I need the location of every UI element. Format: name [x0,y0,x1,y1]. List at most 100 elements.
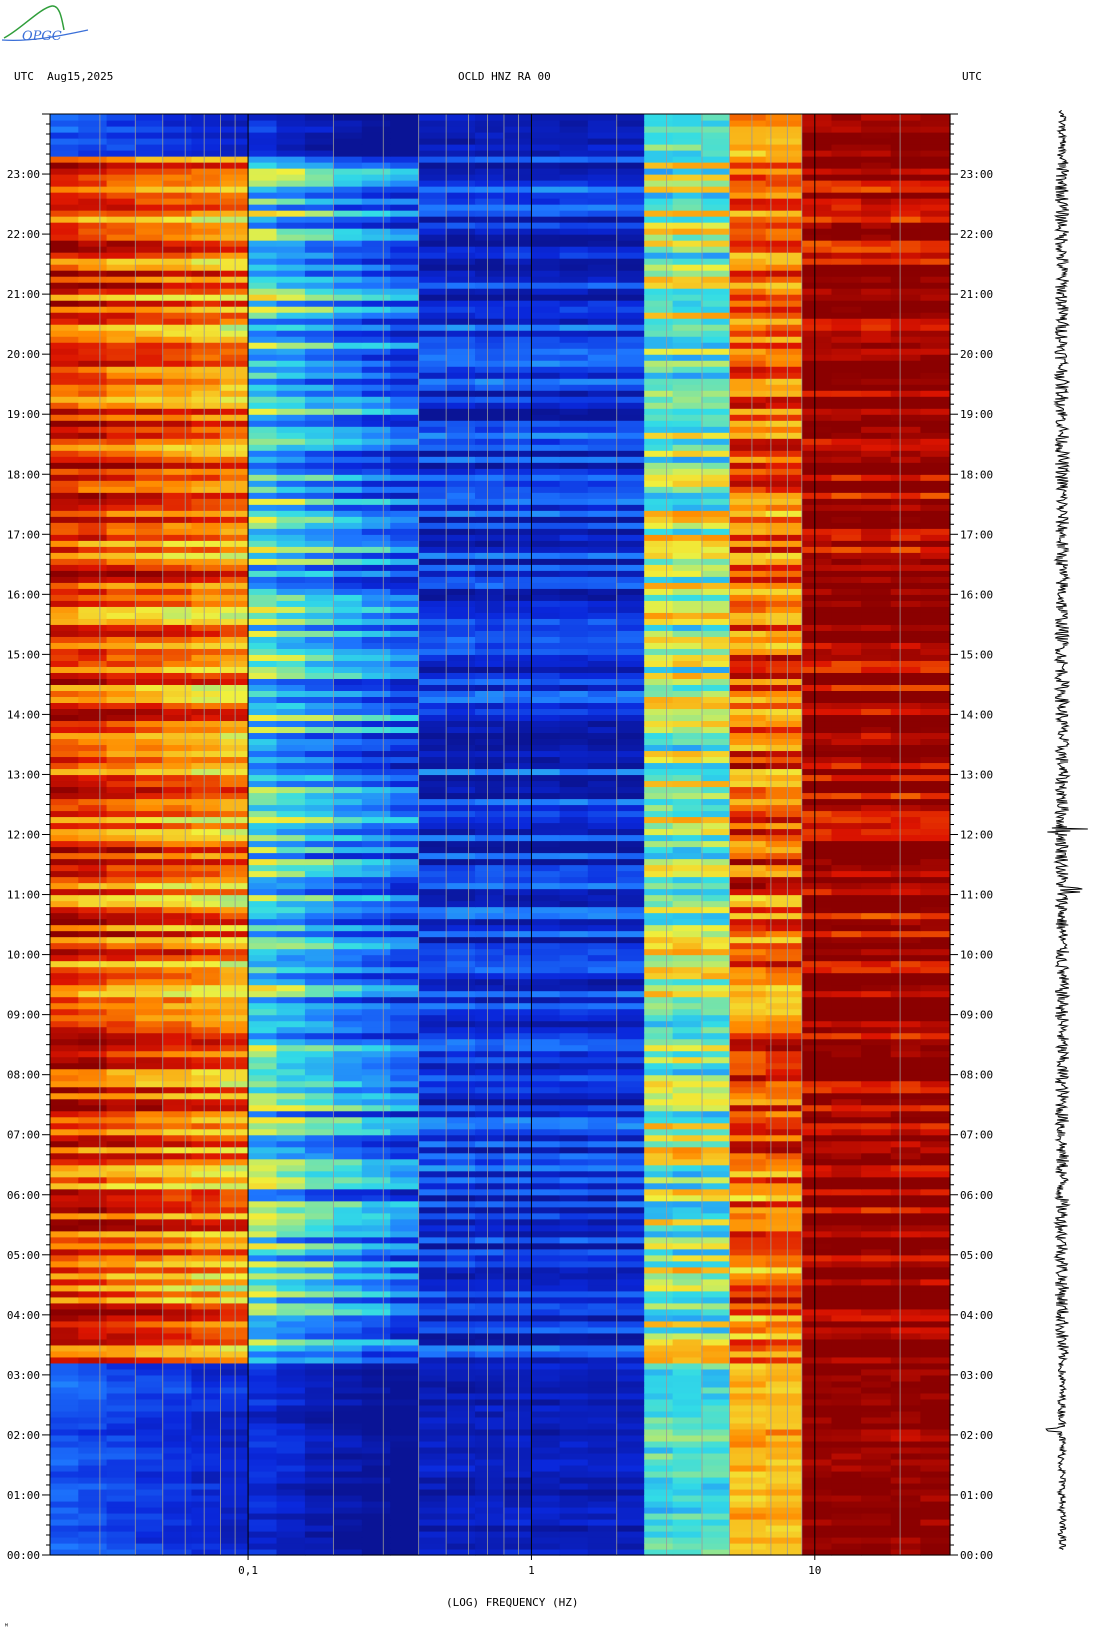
spectrogram-cell [559,306,589,313]
spectrogram-cell [361,1392,391,1400]
spectrogram-cell [134,726,164,734]
spectrogram-cell [446,564,476,571]
tz-left: UTC [14,70,34,83]
spectrogram-cell [304,1482,334,1490]
spectrogram-cell [446,996,476,1004]
spectrogram-cell [219,426,249,433]
spectrogram-cell [78,1458,108,1466]
spectrogram-cell [475,1026,504,1034]
spectrogram-cell [50,180,79,187]
spectrogram-cell [304,1416,334,1424]
spectrogram-cell [446,1530,476,1538]
spectrogram-cell [106,1404,136,1412]
spectrogram-cell [503,624,533,631]
spectrogram-cell [276,390,306,397]
spectrogram-cell [418,336,448,343]
spectrogram-cell [418,1398,448,1406]
spectrogram-cell [616,264,645,271]
spectrogram-cell [78,1236,108,1244]
spectrogram-cell [78,444,108,451]
spectrogram-cell [390,1170,420,1178]
spectrogram-cell [248,1044,278,1052]
spectrogram-cell [446,882,476,890]
spectrogram-cell [390,348,420,355]
spectrogram-cell [78,1476,108,1484]
spectrogram-cell [559,1032,589,1040]
spectrogram-cell [219,606,249,613]
spectrogram-cell [390,978,420,986]
spectrogram-cell [219,1536,249,1544]
spectrogram-cell [531,1260,561,1268]
spectrogram-cell [134,768,164,776]
spectrogram-cell [446,1398,476,1406]
spectrogram-cell [333,1482,363,1490]
spectrogram-cell [446,990,476,998]
spectrogram-cell [276,258,306,265]
spectrogram-cell [475,492,504,499]
spectrogram-cell [418,1518,448,1526]
spectrogram-cell [191,1050,221,1058]
spectrogram-cell [559,888,589,896]
spectrogram-cell [219,756,249,764]
spectrogram-cell [475,474,504,481]
spectrogram-cell [390,888,420,896]
spectrogram-cell [475,558,504,565]
spectrogram-cell [50,318,79,325]
spectrogram-cell [418,486,448,493]
spectrogram-cell [503,300,533,307]
spectrogram-cell [248,918,278,926]
spectrogram-cell [304,156,334,163]
spectrogram-cell [134,738,164,746]
spectrogram-cell [333,582,363,589]
spectrogram-cell [106,480,136,487]
station-title: OCLD HNZ RA 00 [458,70,551,83]
spectrogram-cell [106,876,136,884]
spectrogram-cell [304,1254,334,1262]
spectrogram-cell [390,312,420,319]
spectrogram-cell [587,330,617,337]
spectrogram-cell [78,834,108,842]
spectrogram-cell [475,1410,504,1418]
spectrogram-cell [304,1494,334,1502]
spectrogram-cell [531,1398,561,1406]
spectrogram-cell [304,186,334,193]
spectrogram-cell [418,258,448,265]
spectrogram-cell [503,504,533,511]
spectrogram-cell [616,1224,645,1232]
spectrogram-cell [106,840,136,848]
spectrogram-cell [559,1308,589,1316]
spectrogram-cell [531,246,561,253]
spectrogram-cell [134,342,164,349]
spectrogram-cell [587,498,617,505]
spectrogram-cell [531,1080,561,1088]
spectrogram-cell [219,792,249,800]
spectrogram-cell [248,1056,278,1064]
spectrogram-cell [390,408,420,415]
spectrogram-cell [361,768,391,776]
spectrogram-cell [616,516,645,523]
spectrogram-cell [390,264,420,271]
spectrogram-cell [418,1248,448,1256]
spectrogram-cell [418,960,448,968]
spectrogram-cell [559,810,589,818]
spectrogram-cell [616,384,645,391]
spectrogram-cell [361,636,391,643]
spectrogram-cell [531,504,561,511]
spectrogram-cell [248,456,278,463]
spectrogram-cell [134,120,164,127]
spectrogram-cell [475,750,504,758]
spectrogram-cell [106,1080,136,1088]
spectrogram-cell [304,324,334,331]
spectrogram-cell [134,462,164,469]
spectrogram-cell [219,576,249,583]
spectrogram-cell [333,498,363,505]
spectrogram-cell [106,1164,136,1172]
spectrogram-cell [163,1308,193,1316]
spectrogram-cell [559,1278,589,1286]
spectrogram-cell [531,168,561,175]
spectrogram-cell [559,1098,589,1106]
spectrogram-cell [276,324,306,331]
spectrogram-cell [531,672,561,679]
spectrogram-cell [276,456,306,463]
spectrogram-cell [503,570,533,577]
